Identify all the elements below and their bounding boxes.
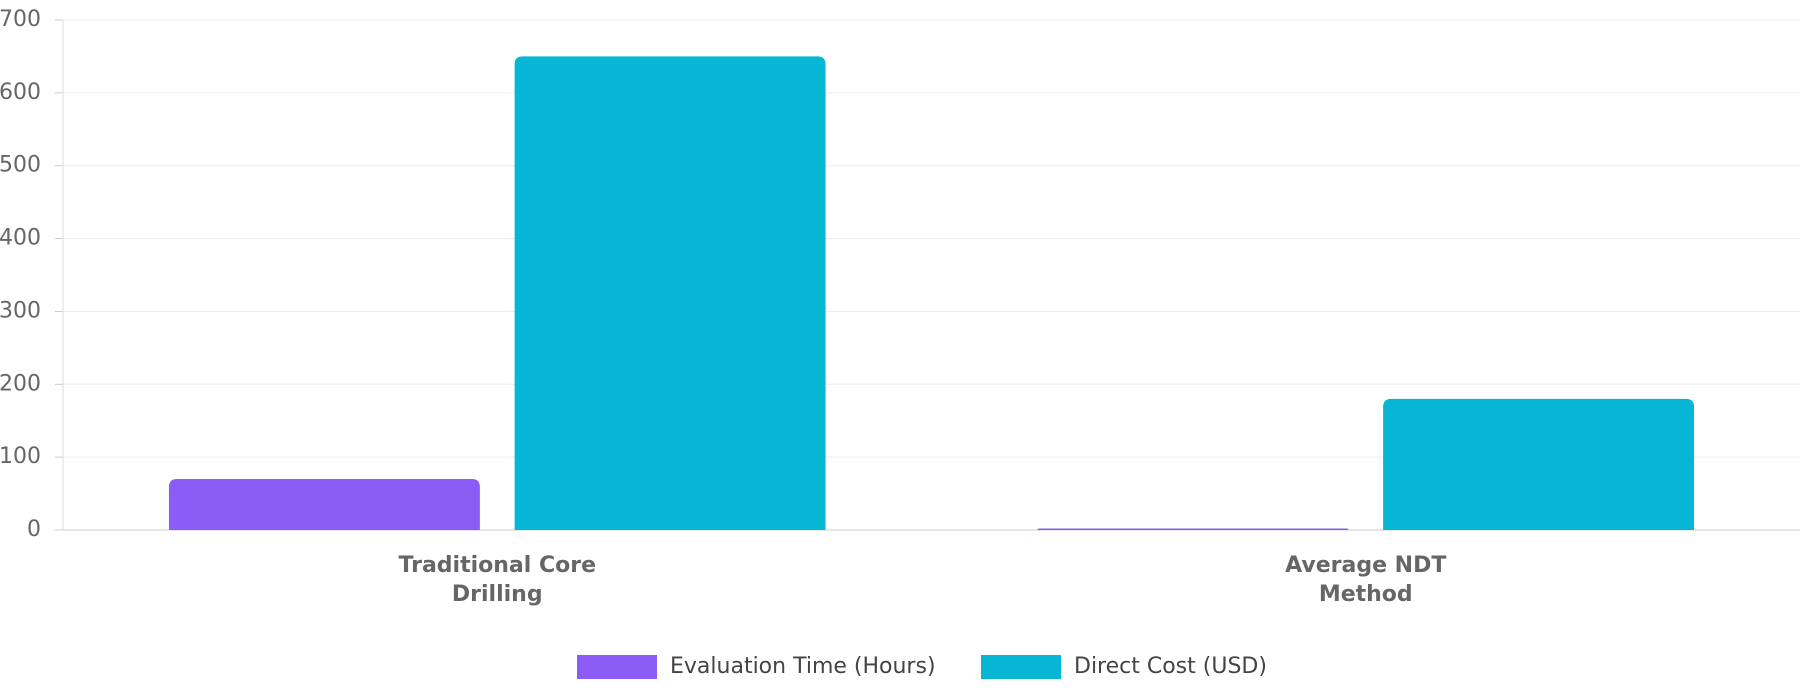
y-tick-label: 700 — [0, 7, 41, 32]
x-tick-label: Traditional Core Drilling — [399, 553, 596, 607]
y-tick-label: 600 — [0, 80, 41, 105]
y-tick-label: 500 — [0, 153, 41, 178]
legend-label: Direct Cost (USD) — [1074, 654, 1267, 679]
bar — [1037, 528, 1349, 530]
legend-swatch — [577, 655, 657, 679]
y-tick-label: 0 — [27, 517, 41, 542]
y-tick-label: 100 — [0, 444, 41, 469]
x-tick-label: Average NDT Method — [1285, 553, 1446, 607]
legend-label: Evaluation Time (Hours) — [670, 654, 936, 679]
y-tick-label: 300 — [0, 298, 41, 323]
bar — [514, 56, 826, 531]
y-tick-label: 400 — [0, 226, 41, 251]
bar — [1383, 398, 1695, 530]
bar — [168, 479, 480, 530]
legend-swatch — [981, 655, 1061, 679]
y-tick-label: 200 — [0, 371, 41, 396]
